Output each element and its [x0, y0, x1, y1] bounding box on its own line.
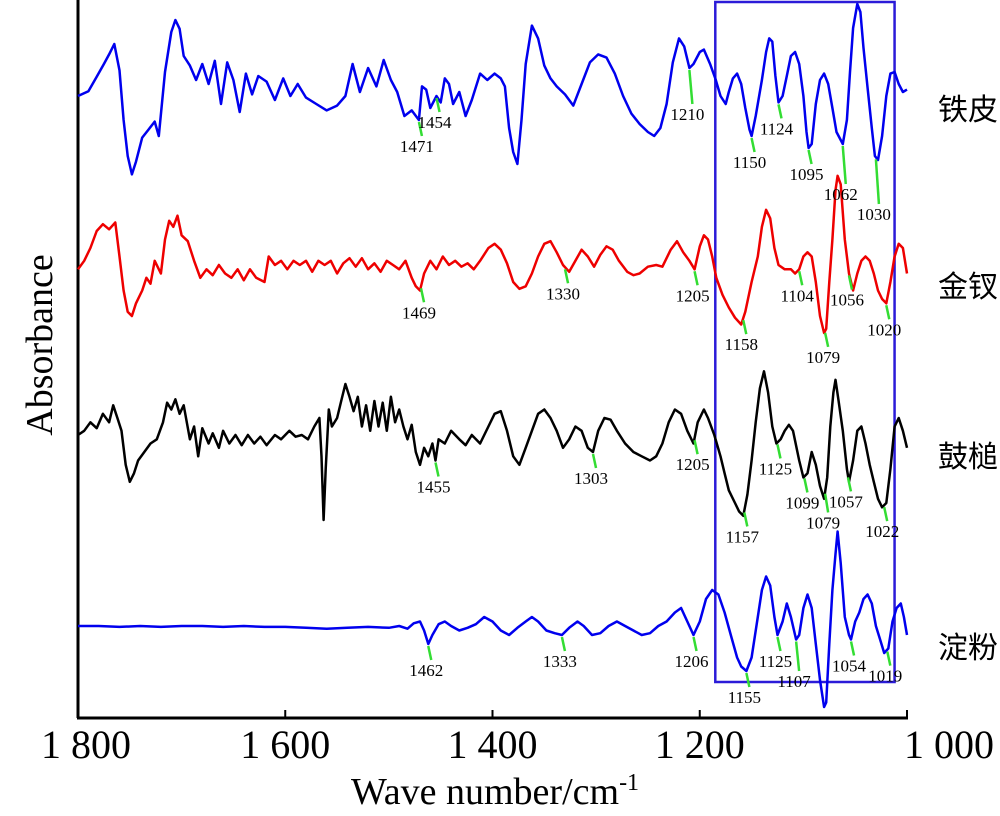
peak-marker — [882, 506, 889, 522]
peak-label: 1210 — [670, 105, 704, 124]
x-tick-label: 1 200 — [655, 722, 745, 767]
series-line-0 — [77, 2, 908, 176]
peak-label: 1030 — [857, 205, 891, 224]
peak-marker — [798, 270, 804, 286]
peak-marker — [847, 275, 854, 290]
series-line-3 — [78, 530, 909, 709]
peak-label: 1056 — [830, 291, 864, 310]
peak-label: 1099 — [785, 493, 819, 512]
peak-label: 1455 — [417, 478, 451, 497]
peak-marker — [885, 304, 891, 320]
peak-label: 1462 — [409, 661, 443, 680]
x-tick-layer: 1 800 1 600 1 400 1 200 1 000 — [41, 710, 994, 767]
peak-marker — [563, 269, 570, 284]
peak-label: 1019 — [868, 667, 902, 686]
peak-marker — [693, 439, 699, 455]
series-label-1: 金钗 — [938, 271, 998, 304]
peak-marker — [419, 287, 426, 303]
peak-label: 1057 — [829, 492, 864, 511]
peak-marker — [591, 453, 598, 469]
peak-marker — [743, 512, 749, 527]
peak-label: 1107 — [777, 672, 811, 691]
peak-marker — [823, 493, 830, 513]
peak-marker — [688, 69, 694, 105]
peak-label: 1054 — [832, 657, 867, 676]
peak-label: 1125 — [759, 652, 792, 671]
series-label-3: 淀粉 — [938, 632, 998, 665]
peak-marker — [692, 636, 698, 652]
peak-label: 1471 — [400, 137, 434, 156]
peak-label: 1150 — [733, 153, 766, 172]
peak-marker — [777, 104, 783, 119]
peak-marker — [794, 641, 801, 672]
peak-marker — [841, 145, 847, 185]
peak-marker — [776, 636, 782, 652]
peak-label: 1095 — [790, 165, 824, 184]
peak-label: 1205 — [676, 455, 710, 474]
series-line-2 — [77, 370, 909, 522]
peak-marker — [886, 651, 892, 666]
peak-marker — [745, 672, 751, 688]
peak-label: 1333 — [543, 652, 577, 671]
peak-label: 1330 — [546, 284, 580, 303]
series-label-2: 鼓槌 — [938, 441, 998, 474]
series-layer — [76, 2, 909, 709]
peak-label: 1125 — [759, 459, 792, 478]
peak-marker — [849, 641, 856, 656]
series-line-1 — [76, 174, 909, 335]
peak-label: 1206 — [675, 652, 709, 671]
peak-label: 1022 — [865, 522, 899, 541]
x-tick-label: 1 000 — [904, 722, 994, 767]
peak-marker — [807, 149, 813, 165]
peak-marker — [560, 636, 567, 652]
peak-marker — [742, 319, 748, 335]
peak-label: 1020 — [867, 320, 901, 339]
peak-label: 1205 — [676, 286, 710, 305]
peak-label: 1454 — [418, 113, 453, 132]
x-tick-label: 1 600 — [240, 722, 330, 767]
peak-marker — [417, 121, 424, 137]
peak-marker — [750, 137, 756, 153]
peak-label: 1124 — [760, 119, 794, 138]
x-tick-label: 1 800 — [41, 722, 131, 767]
peak-marker — [846, 477, 853, 492]
peak-label: 1079 — [806, 348, 840, 367]
peak-label: 1303 — [574, 469, 608, 488]
x-axis-title: Wave number/cm-1 — [351, 770, 639, 813]
peak-label: 1062 — [824, 185, 858, 204]
peak-label: 1158 — [725, 335, 758, 354]
peak-marker — [427, 645, 433, 661]
peak-marker — [434, 462, 440, 477]
x-tick-label: 1 400 — [448, 722, 538, 767]
peak-label: 1469 — [402, 303, 436, 322]
peak-label: 1155 — [728, 688, 761, 707]
series-label-0: 铁皮 — [938, 94, 998, 127]
peak-marker — [693, 270, 699, 286]
peak-label: 1104 — [781, 286, 815, 305]
highlight-box — [714, 0, 896, 684]
peak-label: 1079 — [806, 513, 840, 532]
peak-marker — [874, 159, 881, 205]
peak-marker — [803, 478, 809, 493]
y-axis-title: Absorbance — [19, 254, 61, 435]
peak-label: 1157 — [726, 527, 760, 546]
peak-marker — [435, 97, 441, 113]
peak-marker — [776, 444, 782, 459]
peak-marker — [823, 332, 830, 348]
